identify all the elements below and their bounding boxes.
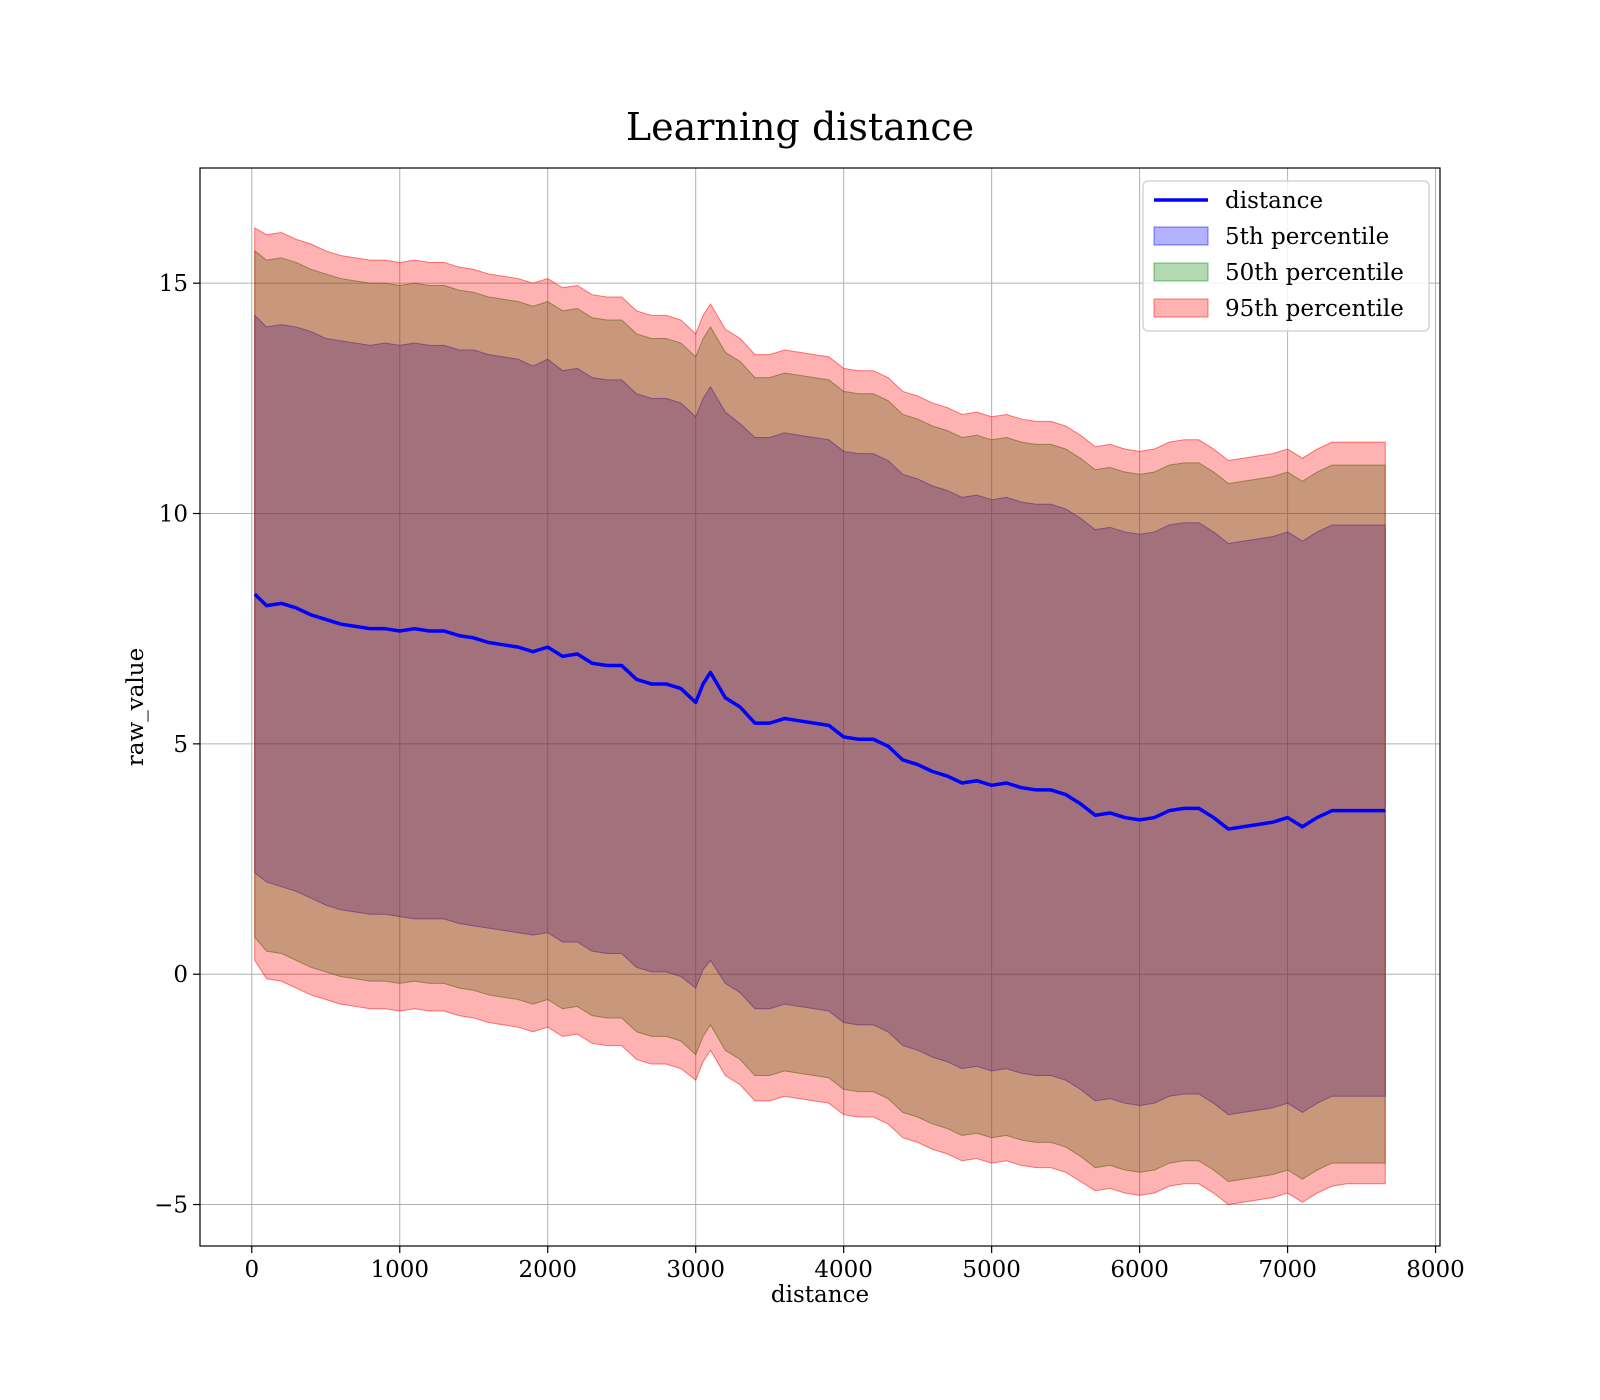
x-tick-label: 3000: [666, 1257, 725, 1283]
y-tick-label: −5: [154, 1193, 188, 1219]
y-axis-ticks: −5 0 5 10 15: [154, 271, 200, 1219]
x-tick-label: 8000: [1406, 1257, 1465, 1283]
band-95th-percentile: [254, 227, 1386, 1206]
bands-layer: [254, 227, 1386, 1206]
y-tick-label: 5: [173, 732, 188, 758]
y-tick-label: 15: [159, 271, 188, 297]
x-tick-label: 5000: [962, 1257, 1021, 1283]
x-tick-label: 7000: [1258, 1257, 1317, 1283]
chart-title: Learning distance: [626, 105, 974, 149]
legend-swatch-5th-percentile: [1153, 226, 1209, 246]
legend-swatch-50th-percentile: [1153, 262, 1209, 282]
x-tick-label: 2000: [518, 1257, 577, 1283]
legend-label-5th-percentile: 5th percentile: [1225, 224, 1389, 250]
x-axis-label: distance: [771, 1282, 869, 1308]
legend-label-95th-percentile: 95th percentile: [1225, 296, 1404, 322]
plot-frame: [199, 167, 1441, 1247]
x-tick-label: 6000: [1110, 1257, 1169, 1283]
legend: distance 5th percentile 50th percentile …: [1142, 180, 1430, 332]
x-tick-label: 0: [244, 1257, 259, 1283]
y-tick-label: 10: [159, 502, 188, 528]
x-tick-label: 1000: [370, 1257, 429, 1283]
line-layer: [253, 592, 1386, 831]
y-tick-label: 0: [173, 962, 188, 988]
y-axis-label: raw_value: [123, 648, 149, 766]
legend-swatch-95th-percentile: [1153, 298, 1209, 318]
legend-label-50th-percentile: 50th percentile: [1225, 260, 1404, 286]
legend-box: [1142, 180, 1430, 332]
legend-label-distance: distance: [1225, 188, 1323, 214]
series-line-distance: [253, 592, 1386, 831]
x-axis-ticks: 0 1000 2000 3000 4000 5000 6000 7000 8000: [244, 1246, 1465, 1283]
x-tick-label: 4000: [814, 1257, 873, 1283]
